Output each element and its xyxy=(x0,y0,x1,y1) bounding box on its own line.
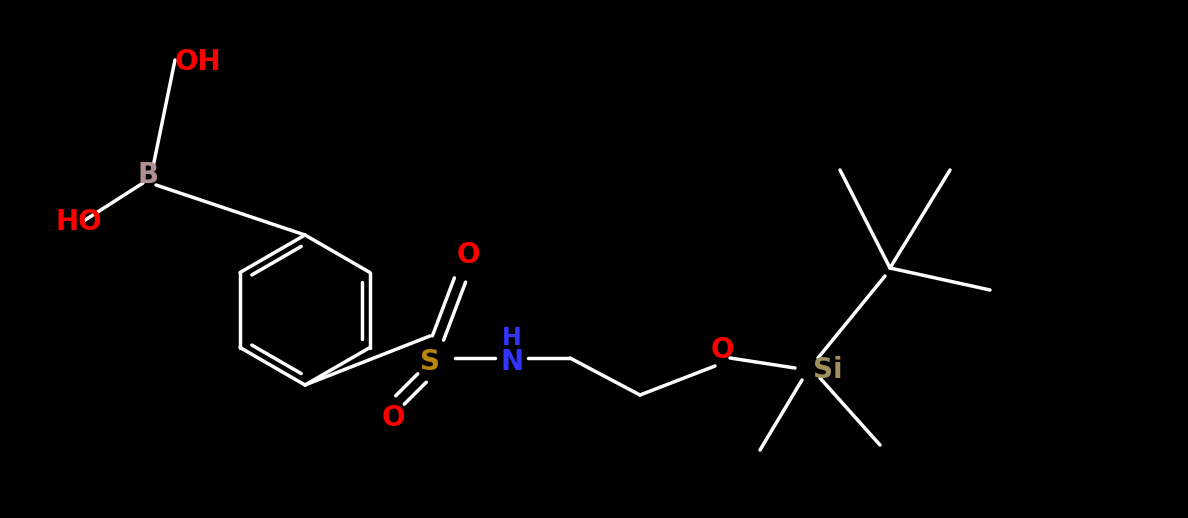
Text: Si: Si xyxy=(814,356,842,384)
Text: S: S xyxy=(421,348,440,376)
Text: O: O xyxy=(456,241,480,269)
Text: O: O xyxy=(381,404,405,432)
Text: OH: OH xyxy=(175,48,222,76)
Text: O: O xyxy=(710,336,734,364)
Text: H: H xyxy=(503,326,522,350)
Text: HO: HO xyxy=(55,208,102,236)
Text: N: N xyxy=(500,348,524,376)
Text: B: B xyxy=(138,161,158,189)
